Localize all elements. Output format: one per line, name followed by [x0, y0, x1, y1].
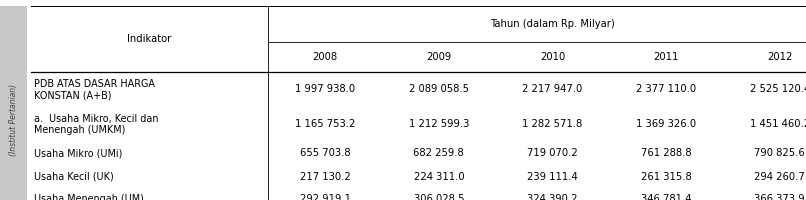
- Text: PDB ATAS DASAR HARGA
KONSTAN (A+B): PDB ATAS DASAR HARGA KONSTAN (A+B): [34, 79, 155, 100]
- Text: 2 525 120.4: 2 525 120.4: [750, 84, 806, 95]
- Text: 2 377 110.0: 2 377 110.0: [636, 84, 696, 95]
- Text: 2 089 058.5: 2 089 058.5: [409, 84, 469, 95]
- Text: 2010: 2010: [540, 52, 565, 62]
- Text: (Institut Pertanian): (Institut Pertanian): [9, 84, 18, 156]
- Text: a.  Usaha Mikro, Kecil dan
Menengah (UMKM): a. Usaha Mikro, Kecil dan Menengah (UMKM…: [34, 114, 158, 135]
- Text: 324 390.2: 324 390.2: [527, 194, 578, 200]
- Text: 2012: 2012: [767, 52, 792, 62]
- Text: 2 217 947.0: 2 217 947.0: [522, 84, 583, 95]
- Text: 261 315.8: 261 315.8: [641, 171, 692, 182]
- Text: 719 070.2: 719 070.2: [527, 148, 578, 158]
- Text: 2009: 2009: [426, 52, 451, 62]
- Bar: [0, 6, 27, 200]
- Text: 1 451 460.2: 1 451 460.2: [750, 119, 806, 130]
- Text: 217 130.2: 217 130.2: [300, 171, 351, 182]
- Text: 682 259.8: 682 259.8: [413, 148, 464, 158]
- Text: 1 212 599.3: 1 212 599.3: [409, 119, 469, 130]
- Text: 655 703.8: 655 703.8: [300, 148, 351, 158]
- Text: 790 825.6: 790 825.6: [754, 148, 805, 158]
- Text: 306 028.5: 306 028.5: [413, 194, 464, 200]
- Text: 294 260.7: 294 260.7: [754, 171, 805, 182]
- Text: Usaha Menengah (UM): Usaha Menengah (UM): [34, 194, 143, 200]
- Text: 1 165 753.2: 1 165 753.2: [295, 119, 355, 130]
- Text: Indikator: Indikator: [127, 34, 172, 44]
- Text: Usaha Mikro (UMi): Usaha Mikro (UMi): [34, 148, 123, 158]
- Text: 224 311.0: 224 311.0: [413, 171, 464, 182]
- Text: 2011: 2011: [654, 52, 679, 62]
- Text: 346 781.4: 346 781.4: [641, 194, 692, 200]
- Text: 1 369 326.0: 1 369 326.0: [636, 119, 696, 130]
- Text: 1 282 571.8: 1 282 571.8: [522, 119, 583, 130]
- Text: 366 373.9: 366 373.9: [754, 194, 805, 200]
- Text: Tahun (dalam Rp. Milyar): Tahun (dalam Rp. Milyar): [490, 19, 615, 29]
- Text: 761 288.8: 761 288.8: [641, 148, 692, 158]
- Text: 239 111.4: 239 111.4: [527, 171, 578, 182]
- Text: 292 919.1: 292 919.1: [300, 194, 351, 200]
- Text: 1 997 938.0: 1 997 938.0: [295, 84, 355, 95]
- Text: 2008: 2008: [313, 52, 338, 62]
- Text: Usaha Kecil (UK): Usaha Kecil (UK): [34, 171, 114, 182]
